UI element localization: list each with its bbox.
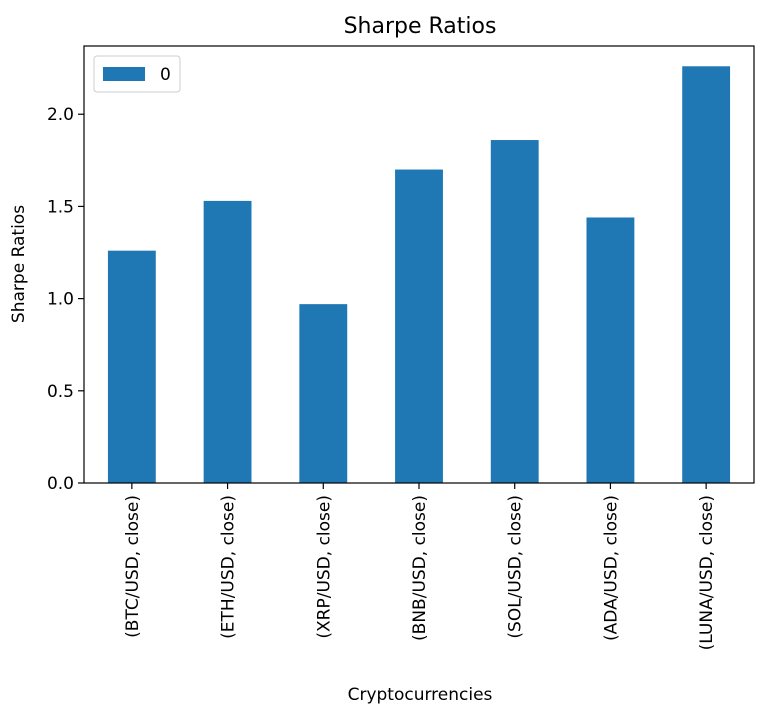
- bar-4: [490, 140, 539, 484]
- bar-3: [395, 169, 443, 484]
- bar-5: [586, 217, 635, 484]
- y-tick-label: 1.0: [47, 290, 74, 310]
- bar-2: [299, 304, 348, 483]
- x-axis-ticks: (BTC/USD, close) (ETH/USD, close) (XRP/USD…: [123, 483, 717, 650]
- legend: 0: [93, 55, 181, 93]
- x-tick-label: (ADA/USD, close): [601, 495, 621, 641]
- y-axis-ticks: 0.0 0.5 1.0 1.5 2.0: [47, 105, 84, 494]
- y-tick-label: 2.0: [47, 105, 74, 125]
- bar-1: [203, 200, 252, 483]
- bar-0: [107, 250, 156, 483]
- x-tick-label: (SOL/USD, close): [506, 495, 526, 639]
- x-tick-label: (BTC/USD, close): [123, 495, 143, 638]
- legend-entry-label: 0: [160, 65, 171, 85]
- y-axis-label: Sharpe Ratios: [9, 205, 29, 323]
- x-tick-label: (LUNA/USD, close): [697, 495, 717, 650]
- x-tick-label: (XRP/USD, close): [314, 495, 334, 639]
- chart-title: Sharpe Ratios: [344, 14, 497, 39]
- x-tick-label: (ETH/USD, close): [219, 495, 239, 639]
- y-tick-label: 0.0: [47, 474, 74, 494]
- legend-swatch: [103, 67, 145, 81]
- bar-6: [682, 66, 731, 483]
- x-tick-label: (BNB/USD, close): [410, 495, 430, 641]
- x-axis-label: Cryptocurrencies: [348, 685, 493, 705]
- bars-group: [107, 66, 731, 484]
- y-tick-label: 0.5: [47, 382, 74, 402]
- y-tick-label: 1.5: [47, 197, 74, 217]
